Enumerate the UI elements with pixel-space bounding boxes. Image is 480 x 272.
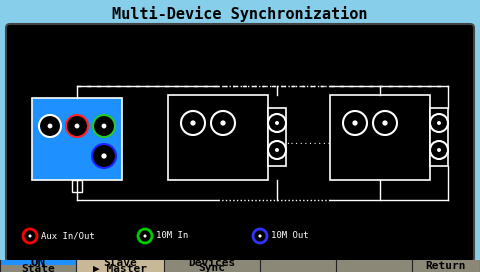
- Circle shape: [92, 144, 116, 168]
- Circle shape: [430, 114, 448, 132]
- Circle shape: [383, 120, 388, 126]
- Circle shape: [430, 141, 448, 159]
- Circle shape: [74, 123, 79, 128]
- Text: Slave: Slave: [103, 258, 137, 268]
- Circle shape: [66, 115, 88, 137]
- Circle shape: [39, 115, 61, 137]
- Text: 10M Out: 10M Out: [271, 231, 309, 240]
- Circle shape: [181, 111, 205, 135]
- Circle shape: [437, 148, 441, 152]
- Circle shape: [253, 229, 267, 243]
- Circle shape: [268, 114, 286, 132]
- Text: Sync: Sync: [199, 263, 226, 272]
- Circle shape: [437, 121, 441, 125]
- Circle shape: [352, 120, 358, 126]
- Circle shape: [138, 229, 152, 243]
- Circle shape: [268, 141, 286, 159]
- Text: Multi-Device Synchronization: Multi-Device Synchronization: [112, 6, 368, 22]
- Circle shape: [343, 111, 367, 135]
- Bar: [168, 95, 268, 180]
- Circle shape: [211, 111, 235, 135]
- Text: State: State: [21, 264, 55, 272]
- Circle shape: [373, 111, 397, 135]
- Circle shape: [23, 229, 37, 243]
- Circle shape: [220, 120, 226, 126]
- Circle shape: [28, 234, 32, 237]
- Bar: [0, 260, 480, 272]
- Text: Devices: Devices: [188, 258, 236, 268]
- Circle shape: [258, 234, 262, 237]
- Bar: [0, 260, 76, 265]
- Circle shape: [191, 120, 196, 126]
- Circle shape: [275, 121, 279, 125]
- Circle shape: [102, 123, 107, 128]
- Text: 10M In: 10M In: [156, 231, 188, 240]
- Bar: [32, 98, 122, 180]
- Text: ..........: ..........: [285, 137, 331, 146]
- Text: Aux In/Out: Aux In/Out: [41, 231, 95, 240]
- Circle shape: [144, 234, 146, 237]
- Bar: [76, 260, 164, 272]
- Text: ON: ON: [31, 256, 46, 269]
- Text: ▶ Master: ▶ Master: [93, 263, 147, 272]
- Circle shape: [93, 115, 115, 137]
- Bar: [330, 95, 430, 180]
- FancyBboxPatch shape: [6, 24, 474, 262]
- Bar: [72, 180, 82, 192]
- Text: Return: Return: [426, 261, 466, 271]
- Circle shape: [48, 123, 52, 128]
- Bar: [430, 108, 448, 166]
- Bar: [268, 108, 286, 166]
- Circle shape: [275, 148, 279, 152]
- Circle shape: [101, 153, 107, 159]
